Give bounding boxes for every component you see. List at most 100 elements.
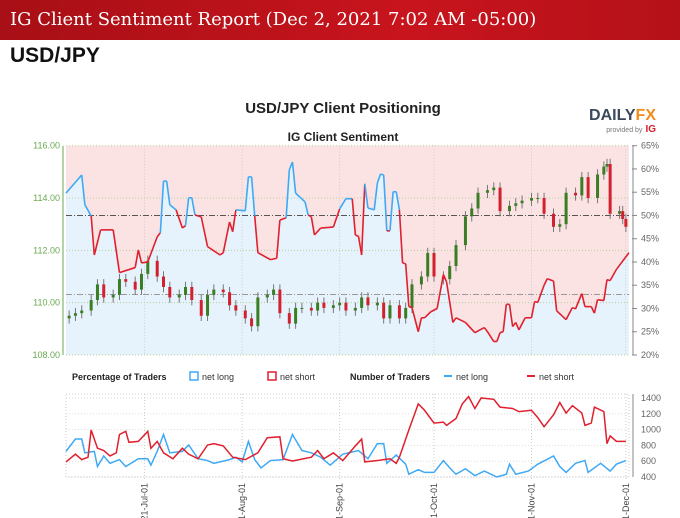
lower-y-tick-label: 1400 <box>641 393 661 403</box>
logo-wordmark: DAILYFX <box>589 107 656 124</box>
right-tick-label: 20% <box>641 350 659 360</box>
right-tick-label: 55% <box>641 187 659 197</box>
sentiment-line-segment <box>90 215 96 256</box>
sentiment-line-segment <box>382 174 388 231</box>
logo-sub: provided by <box>606 127 643 134</box>
x-tick-label: 2021-Nov-01 <box>526 483 536 518</box>
candle <box>287 313 291 324</box>
candle <box>80 310 84 314</box>
sentiment-line-segment <box>543 278 548 286</box>
left-tick-label: 116.00 <box>33 141 60 151</box>
sentiment-line-segment <box>355 234 359 238</box>
sentiment-line-segment <box>310 216 316 236</box>
sentiment-line-segment <box>244 176 250 211</box>
sentiment-line-segment <box>219 252 224 256</box>
sentiment-line-segment <box>332 208 341 228</box>
candle <box>190 286 194 301</box>
candle <box>353 307 357 311</box>
pair-title: USD/JPY <box>10 44 100 67</box>
candle <box>117 279 121 295</box>
candle <box>102 284 106 298</box>
candle <box>580 177 584 196</box>
sentiment-line-segment <box>191 197 196 216</box>
candle <box>520 200 524 204</box>
candle <box>309 307 313 311</box>
candle <box>338 302 342 306</box>
candle <box>618 211 622 214</box>
sentiment-line-segment <box>169 204 177 211</box>
x-tick-label: 2021-Oct-01 <box>429 483 439 518</box>
sentiment-line-segment <box>552 280 558 311</box>
candle <box>272 289 276 295</box>
sentiment-line-segment <box>518 317 526 331</box>
candle <box>265 294 269 298</box>
candle <box>454 245 458 267</box>
sentiment-line-segment <box>338 198 347 210</box>
candle <box>278 289 282 314</box>
lower-y-tick-label: 1200 <box>641 409 661 419</box>
sentiment-line-segment <box>593 299 599 314</box>
candle <box>470 208 474 217</box>
candle <box>89 300 93 311</box>
candle <box>162 276 166 287</box>
sentiment-line-segment <box>275 220 281 259</box>
candle <box>621 211 625 219</box>
candle <box>514 203 518 206</box>
sentiment-line-segment <box>411 307 420 332</box>
candle <box>608 164 612 214</box>
sentiment-line-segment <box>502 304 508 332</box>
sentiment-line-segment <box>530 301 536 318</box>
candle <box>404 307 408 319</box>
sentiment-line-segment <box>320 226 334 229</box>
sentiment-line-segment <box>253 215 259 253</box>
sentiment-line-segment <box>181 225 186 229</box>
sentiment-line-segment <box>402 262 406 265</box>
candle <box>382 302 386 319</box>
sentiment-line-segment <box>270 257 277 261</box>
sentiment-line-segment <box>496 332 501 342</box>
candle <box>206 294 210 316</box>
sentiment-line-segment <box>574 293 583 310</box>
legend-net-short-pct: net short <box>280 372 316 382</box>
candle <box>95 284 99 301</box>
sentiment-line-segment <box>537 284 545 303</box>
candle <box>388 305 392 319</box>
candle <box>448 266 452 280</box>
candle <box>432 252 436 277</box>
sentiment-line-segment <box>408 305 413 309</box>
dailyfx-logo: DAILYFX provided by IG <box>589 107 656 135</box>
candle <box>133 281 137 290</box>
candle <box>574 192 578 196</box>
sentiment-line-segment <box>581 293 586 307</box>
candle <box>199 300 203 316</box>
logo-text-fx: FX <box>636 107 657 124</box>
sentiment-line-segment <box>112 229 121 273</box>
logo-brand: IG <box>645 124 656 135</box>
lower-y-tick-label: 800 <box>641 440 656 450</box>
right-tick-label: 30% <box>641 303 659 313</box>
sentiment-line-segment <box>80 174 86 205</box>
left-tick-label: 110.00 <box>33 298 60 308</box>
candle <box>410 284 414 308</box>
candle <box>344 302 348 311</box>
legend-net-short-box <box>267 371 277 381</box>
left-tick-label: 112.00 <box>33 245 60 255</box>
sentiment-line-segment <box>147 236 158 263</box>
right-tick-label: 50% <box>641 210 659 220</box>
candle <box>67 315 71 319</box>
candle <box>564 192 568 225</box>
right-tick-label: 40% <box>641 257 659 267</box>
sentiment-line-segment <box>279 217 287 221</box>
sentiment-line-segment <box>235 209 246 212</box>
sentiment-line-segment <box>442 274 448 283</box>
candle <box>419 276 423 285</box>
sentiment-line-segment <box>156 232 161 238</box>
candle <box>586 177 590 199</box>
sentiment-line-segment <box>257 251 271 261</box>
candle <box>111 294 115 298</box>
sentiment-line-segment <box>250 176 256 216</box>
candle <box>139 273 143 290</box>
sentiment-line-segment <box>364 183 369 209</box>
candle <box>360 297 364 308</box>
sentiment-line-segment <box>424 311 432 319</box>
